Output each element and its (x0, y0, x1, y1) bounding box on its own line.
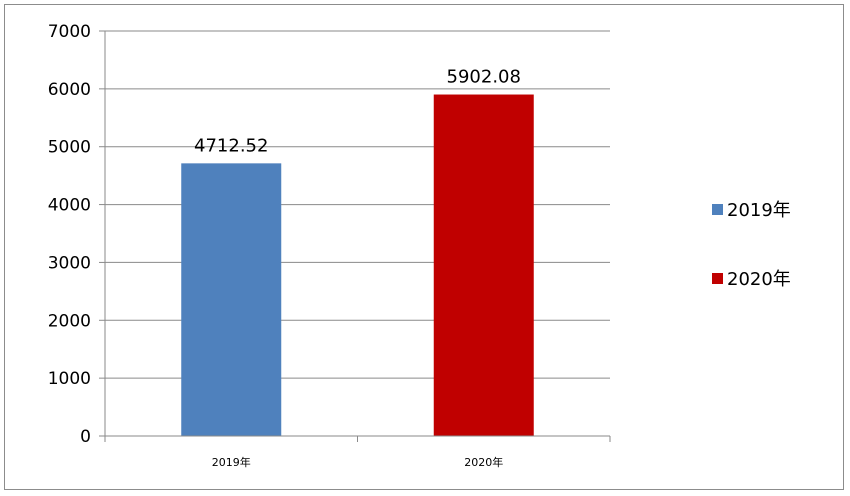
y-tick-label: 7000 (48, 22, 91, 42)
y-tick-label: 0 (80, 427, 91, 447)
y-tick-label: 1000 (48, 369, 91, 389)
y-tick-label: 6000 (48, 80, 91, 100)
legend-swatch (712, 204, 723, 215)
y-tick-label: 4000 (48, 196, 91, 216)
chart-frame: 0 1000 2000 3000 4000 5000 6000 7000 4712.52 2019… (4, 4, 844, 490)
data-label: 4712.52 (194, 135, 268, 156)
bar (181, 163, 282, 437)
legend-label: 2020年 (727, 269, 791, 290)
legend-swatch (712, 273, 723, 284)
y-tick-label: 3000 (48, 253, 91, 273)
bar (433, 94, 534, 436)
y-tick-label: 2000 (48, 311, 91, 331)
x-tick-label: 2020年 (464, 455, 503, 469)
data-label: 5902.08 (447, 67, 521, 88)
x-tick-label: 2019年 (212, 455, 251, 469)
y-tick-label: 5000 (48, 138, 91, 158)
legend-label: 2019年 (727, 200, 791, 221)
bar-chart: 0 1000 2000 3000 4000 5000 6000 7000 4712.52 2019… (48, 22, 791, 469)
